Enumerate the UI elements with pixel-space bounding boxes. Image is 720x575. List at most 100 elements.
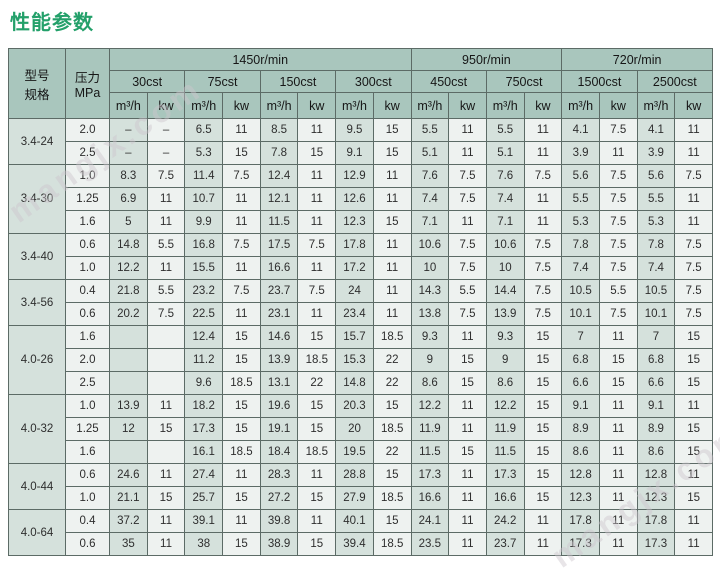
flow-value-cell: 5.1 [485, 141, 525, 165]
pressure-cell: 1.6 [65, 325, 110, 349]
flow-value-cell: 8.5 [259, 118, 299, 142]
model-cell: 3.4-30 [8, 164, 66, 234]
flow-value-cell: 11.5 [410, 440, 450, 464]
power-value-cell: 11 [674, 532, 713, 556]
power-unit-header: kw [372, 92, 412, 119]
flow-value-cell: 23.7 [259, 279, 299, 303]
power-unit-header: kw [523, 92, 563, 119]
flow-value-cell: 5.1 [410, 141, 450, 165]
flow-value-cell: 28.3 [259, 463, 299, 487]
power-value-cell: 22 [372, 348, 412, 372]
power-value-cell: 15 [297, 141, 337, 165]
flow-value-cell: 23.4 [335, 302, 374, 326]
pressure-cell: 2.5 [65, 371, 110, 395]
flow-value-cell: 15.3 [335, 348, 374, 372]
power-value-cell: 7.5 [523, 302, 563, 326]
viscosity-header: 30cst [108, 70, 186, 93]
table-row: 3.4-56 0.4 21.8 5.5 23.2 7.5 23.7 7.5 24 11 14.3 5.… [8, 279, 713, 326]
flow-value-cell: 39.1 [184, 509, 224, 533]
table-row: 1.0 21.1 15 25.7 15 27.2 15 27.9 18.5 16.6 11 16.6 1… [9, 486, 713, 510]
flow-value-cell: 12.4 [184, 325, 224, 349]
power-value-cell: 11 [598, 486, 638, 510]
flow-value-cell: 19.6 [259, 394, 299, 418]
power-value-cell: 7.5 [674, 279, 713, 303]
power-value-cell: 7.5 [598, 302, 638, 326]
power-value-cell: 5.5 [598, 279, 638, 303]
speed-header: 720r/min [561, 48, 713, 71]
table-row: 3.4-24 2.0– –6.5 11 8.5 11 9.5 15 5.5 11 5.5 11 4.1 7… [8, 118, 713, 165]
flow-value-cell: 17.3 [184, 417, 224, 441]
table-row: 4.0-44 0.6 24.6 11 27.4 11 28.3 11 28.8 15 17.3 11 1… [8, 463, 713, 510]
power-value-cell: 15 [297, 325, 337, 349]
pressure-cell: 1.0 [65, 256, 110, 280]
power-value-cell: 7.5 [222, 164, 261, 188]
flow-value-cell: 7.8 [636, 233, 676, 257]
power-value-cell: – [146, 118, 186, 142]
power-unit-header: kw [297, 92, 337, 119]
power-value-cell: 11 [146, 509, 186, 533]
power-value-cell: 11 [523, 118, 563, 142]
power-value-cell: 11 [448, 486, 487, 510]
power-value-cell: 15 [674, 417, 713, 441]
flow-value-cell: 10.6 [410, 233, 450, 257]
flow-value-cell: 16.8 [184, 233, 224, 257]
flow-value-cell: 8.6 [410, 371, 450, 395]
flow-value-cell: 5.6 [561, 164, 600, 188]
pressure-cell: 1.6 [65, 210, 110, 234]
flow-value-cell: 9 [485, 348, 525, 372]
flow-value-cell: 7.4 [636, 256, 676, 280]
power-value-cell: 11 [146, 532, 186, 556]
flow-value-cell: 10.5 [636, 279, 676, 303]
flow-value-cell [109, 325, 148, 349]
page-title: 性能参数 [10, 12, 94, 34]
flow-value-cell: 4.1 [636, 118, 676, 142]
flow-value-cell: 7 [561, 325, 600, 349]
power-value-cell: 11 [523, 141, 563, 165]
flow-value-cell: 11.5 [259, 210, 299, 234]
power-value-cell: 7.5 [523, 164, 563, 188]
power-value-cell: 11 [222, 210, 261, 234]
flow-value-cell: 12.6 [335, 187, 374, 211]
model-cell: 3.4-56 [8, 279, 66, 326]
flow-value-cell: 10 [485, 256, 525, 280]
flow-value-cell: 17.8 [636, 509, 676, 533]
power-value-cell: 18.5 [297, 440, 337, 464]
power-value-cell: 15 [448, 371, 487, 395]
flow-value-cell: 13.9 [259, 348, 299, 372]
flow-value-cell: 20 [335, 417, 374, 441]
flow-value-cell: 14.4 [485, 279, 525, 303]
flow-value-cell: 35 [109, 532, 148, 556]
flow-value-cell: 17.3 [636, 532, 676, 556]
table-row: 1.6 5 11 9.9 11 11.5 11 12.3 15 7.1 11 7.1 11 5.3 7.5 5… [9, 210, 713, 234]
power-value-cell: 11 [222, 509, 261, 533]
flow-value-cell: 8.6 [561, 440, 600, 464]
table-body: 3.4-24 2.0– –6.5 11 8.5 11 9.5 15 5.5 11 5.5 11 4.1 7… [8, 118, 713, 556]
power-value-cell: 15 [523, 348, 563, 372]
flow-value-cell: 23.2 [184, 279, 224, 303]
flow-value-cell: 15.7 [335, 325, 374, 349]
flow-value-cell: 12.2 [109, 256, 148, 280]
flow-value-cell: 10 [410, 256, 450, 280]
power-value-cell: 15 [598, 371, 638, 395]
flow-value-cell: 23.7 [485, 532, 525, 556]
pressure-cell: 0.4 [65, 279, 110, 303]
power-value-cell: 18.5 [372, 417, 412, 441]
power-value-cell: 11 [598, 325, 638, 349]
flow-value-cell: 7.8 [259, 141, 299, 165]
model-cell: 4.0-32 [8, 394, 66, 464]
table-row: 0.6 35 11 38 15 38.9 15 39.4 18.5 23.5 11 23.7 11 17.… [9, 532, 713, 556]
flow-value-cell: 13.1 [259, 371, 299, 395]
flow-value-cell: 6.6 [561, 371, 600, 395]
power-unit-header: kw [448, 92, 487, 119]
flow-value-cell: 20.3 [335, 394, 374, 418]
power-value-cell: 7.5 [674, 164, 713, 188]
power-value-cell: 11 [448, 118, 487, 142]
flow-value-cell: 17.2 [335, 256, 374, 280]
power-value-cell: 11 [297, 164, 337, 188]
model-cell: 3.4-40 [8, 233, 66, 280]
power-value-cell: 7.5 [674, 256, 713, 280]
flow-value-cell: 8.9 [636, 417, 676, 441]
flow-value-cell: 6.9 [109, 187, 148, 211]
flow-value-cell: 5.5 [410, 118, 450, 142]
power-value-cell: 15 [222, 486, 261, 510]
